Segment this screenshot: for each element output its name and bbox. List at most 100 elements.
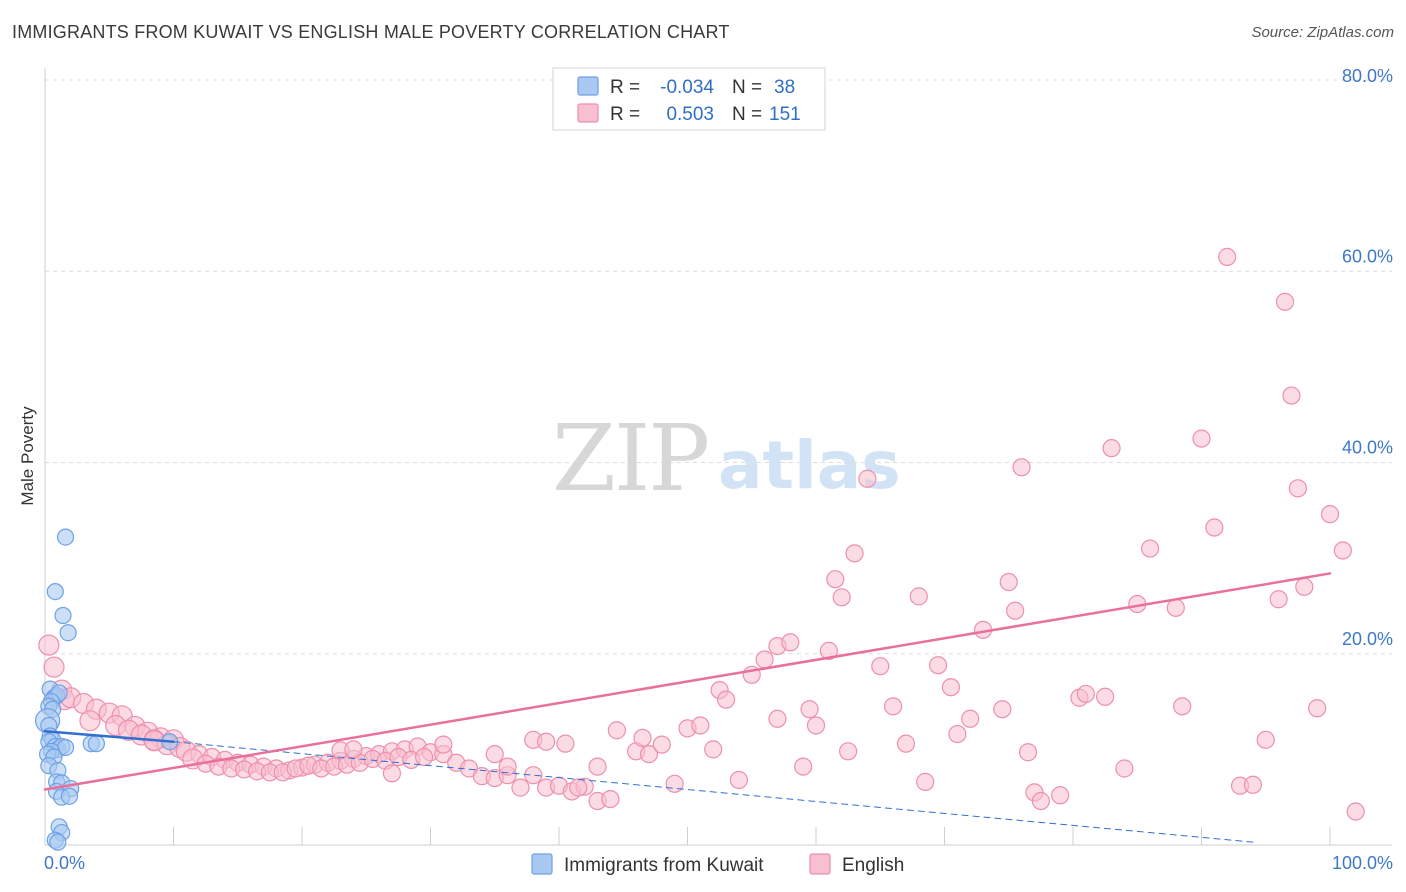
english-point <box>781 633 800 652</box>
watermark-zip: ZIP <box>552 405 708 512</box>
stats-r-value-english: 0.503 <box>666 104 714 125</box>
stats-swatch-english <box>577 103 599 123</box>
english-point <box>1308 699 1327 718</box>
english-point <box>1275 292 1295 311</box>
stats-n-value-english: 151 <box>769 104 801 125</box>
english-point <box>569 778 588 797</box>
stats-r-label-kuwait: R = <box>610 77 640 98</box>
kuwait-point <box>56 528 75 546</box>
english-point <box>896 734 916 753</box>
english-point <box>794 757 813 776</box>
english-point <box>871 657 890 676</box>
english-point <box>1192 429 1211 448</box>
english-point <box>639 745 659 764</box>
english-point <box>1346 802 1365 821</box>
english-point <box>633 728 652 748</box>
y-tick-label: 80.0% <box>1342 66 1393 86</box>
gridlines <box>45 79 1392 655</box>
english-point <box>344 740 363 759</box>
english-point <box>1012 458 1031 477</box>
legend: Immigrants from Kuwait English <box>531 853 904 876</box>
english-point <box>729 770 749 790</box>
english-point <box>928 656 948 675</box>
english-point <box>883 697 903 716</box>
english-point <box>1096 687 1115 706</box>
english-point <box>485 745 504 764</box>
english-point <box>1102 439 1121 458</box>
kuwait-point <box>87 735 106 753</box>
legend-label-english: English <box>842 855 904 876</box>
english-point <box>1333 541 1352 560</box>
english-point <box>916 772 935 791</box>
english-point <box>961 709 980 728</box>
english-point <box>588 757 607 776</box>
english-point <box>511 778 530 797</box>
y-tick-label: 20.0% <box>1342 629 1393 649</box>
english-point <box>845 544 864 563</box>
y-tick-label: 60.0% <box>1342 246 1393 266</box>
tick-labels: 20.0% 40.0% 60.0% 80.0% 0.0% 100.0% <box>44 66 1393 873</box>
english-point <box>537 732 556 751</box>
english-point <box>1006 601 1025 620</box>
english-point <box>832 588 851 607</box>
kuwait-point <box>60 787 79 805</box>
kuwait-point <box>54 606 72 625</box>
english-point <box>1166 598 1185 617</box>
english-point <box>38 634 60 656</box>
stats-r-label-english: R = <box>610 104 640 125</box>
chart-source: Source: ZipAtlas.com <box>1251 24 1394 41</box>
stats-swatch-kuwait <box>577 76 599 96</box>
english-point <box>941 678 961 697</box>
legend-swatch-english <box>809 853 831 875</box>
stats-n-label-kuwait: N = <box>732 77 762 98</box>
x-tick-label: 100.0% <box>1332 853 1393 873</box>
english-point <box>691 716 710 735</box>
english-point <box>1031 791 1050 811</box>
english-point <box>1256 730 1275 749</box>
english-point <box>1282 386 1301 405</box>
english-point <box>414 747 434 767</box>
legend-swatch-kuwait <box>531 853 553 875</box>
english-point <box>1076 684 1095 704</box>
english-point <box>556 734 575 753</box>
watermark: ZIP atlas <box>552 405 901 512</box>
english-point <box>806 716 826 735</box>
english-point <box>948 724 967 744</box>
english-point <box>1243 775 1263 794</box>
english-point <box>607 721 626 740</box>
english-points <box>38 247 1365 821</box>
english-point <box>1173 697 1192 716</box>
kuwait-points <box>34 528 179 851</box>
english-point <box>826 570 845 589</box>
english-trend-line <box>43 572 1332 791</box>
english-point <box>1320 505 1340 524</box>
english-point <box>839 742 858 761</box>
english-point <box>382 764 402 783</box>
english-point <box>704 740 723 759</box>
kuwait-point <box>59 624 77 642</box>
kuwait-trend-extension <box>173 741 1254 843</box>
english-point <box>1205 518 1224 537</box>
english-point <box>768 709 787 728</box>
english-point <box>1140 539 1160 558</box>
english-point <box>652 735 671 754</box>
english-point <box>1218 247 1237 267</box>
english-point <box>716 690 736 709</box>
watermark-atlas: atlas <box>718 427 901 504</box>
english-point <box>524 766 543 785</box>
english-point <box>993 700 1012 719</box>
english-point <box>665 774 684 793</box>
english-point <box>498 757 517 776</box>
english-point <box>1295 577 1314 596</box>
english-point <box>755 650 774 669</box>
english-point <box>999 572 1018 592</box>
english-point <box>1051 786 1070 805</box>
english-point <box>1269 590 1288 609</box>
kuwait-point <box>49 833 67 851</box>
english-point <box>601 789 620 809</box>
legend-label-kuwait: Immigrants from Kuwait <box>564 855 764 876</box>
english-point <box>1115 759 1134 778</box>
english-point <box>79 710 101 732</box>
english-point <box>43 656 65 678</box>
